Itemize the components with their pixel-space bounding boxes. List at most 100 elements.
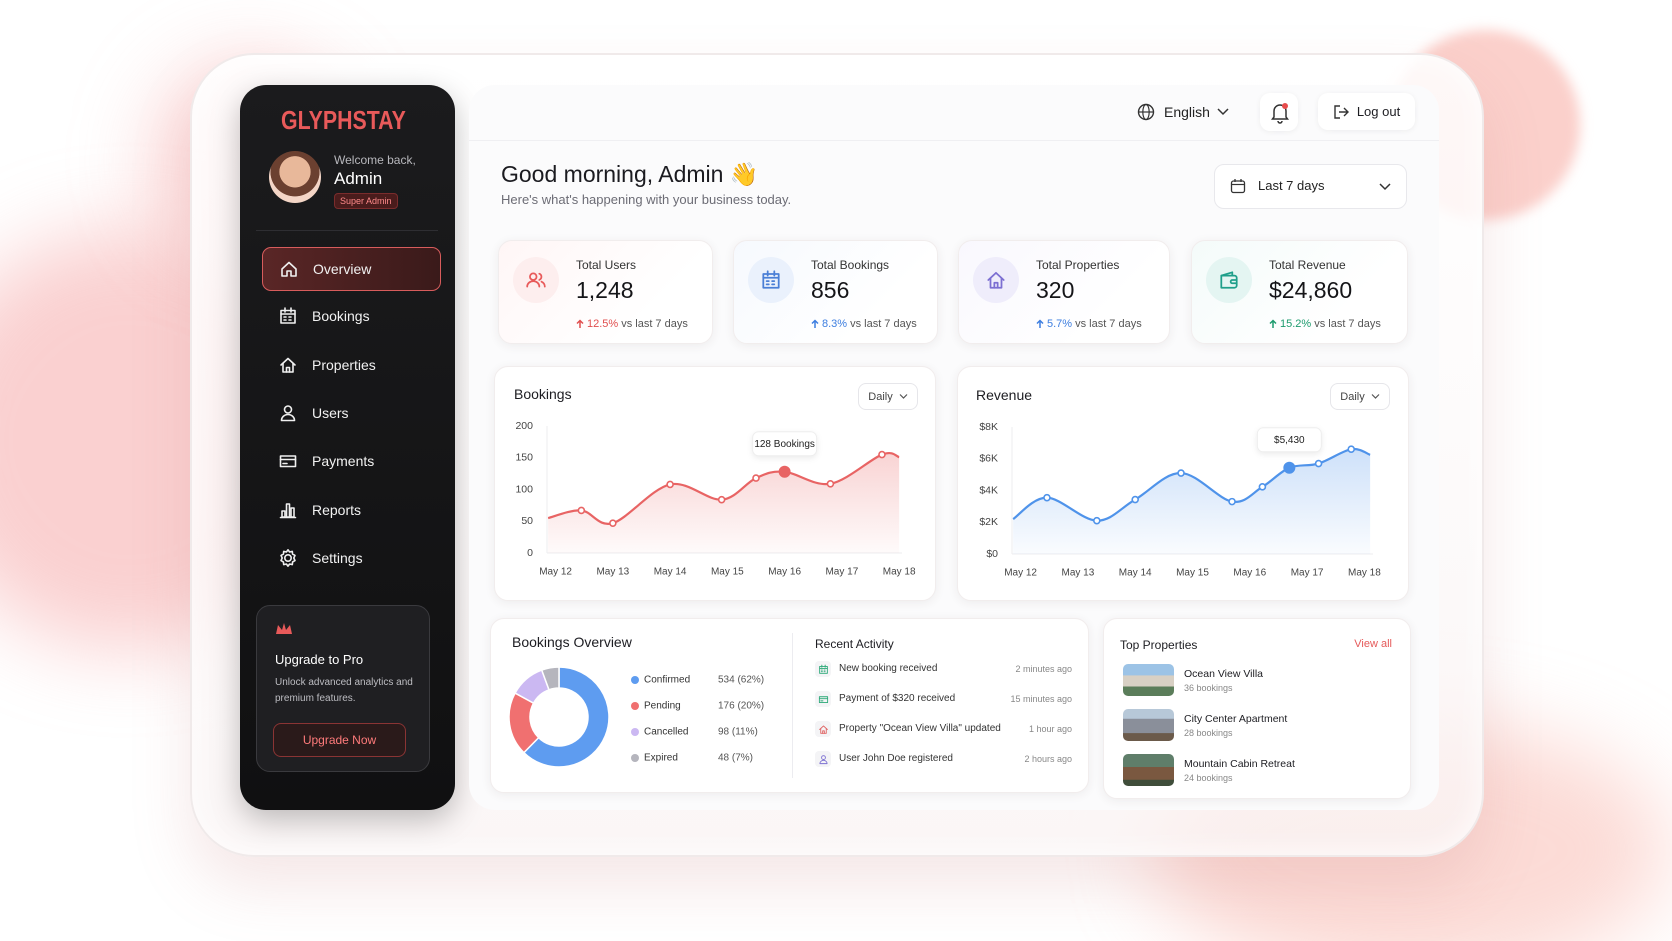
- activity-text: New booking received: [839, 663, 938, 674]
- nav-item[interactable]: Users: [262, 392, 439, 434]
- nav-label: Properties: [312, 356, 376, 373]
- arrow-path: [1036, 319, 1044, 328]
- logout-icon: [1334, 104, 1349, 119]
- logout-button[interactable]: Log out: [1318, 93, 1415, 130]
- language[interactable]: English: [1164, 104, 1210, 120]
- period-label: Daily: [1340, 390, 1365, 403]
- stat-icon: [748, 257, 794, 303]
- icon-path: [1220, 274, 1238, 289]
- point: [1228, 497, 1236, 506]
- stat-icon: [1206, 257, 1252, 303]
- stat-label: Total Users: [576, 258, 637, 272]
- page-title: Good morning, Admin 👋: [501, 161, 759, 187]
- icon: [281, 261, 297, 277]
- period-dropdown[interactable]: Daily: [858, 383, 918, 410]
- activity-time: 15 minutes ago: [1010, 694, 1072, 704]
- nav-item[interactable]: Settings: [262, 537, 439, 579]
- point: [666, 480, 674, 489]
- point: [778, 465, 791, 478]
- property-name[interactable]: Ocean View Villa: [1184, 668, 1263, 680]
- legend-dot: [631, 702, 639, 710]
- bell-icon: [1271, 103, 1289, 124]
- point: [1314, 459, 1323, 468]
- icon-path: [1229, 279, 1238, 285]
- property-name[interactable]: Mountain Cabin Retreat: [1184, 758, 1295, 770]
- icon-path: [280, 413, 296, 422]
- icon-path: [538, 272, 543, 281]
- chevron-path: [1217, 108, 1229, 116]
- stat-value: 1,248: [576, 277, 634, 303]
- y-tick-label: $2K: [979, 516, 998, 528]
- icon-path: [285, 366, 291, 373]
- stat-note: vs last 7 days: [1075, 318, 1142, 330]
- icon-path: [285, 502, 291, 518]
- stat-label: Total Properties: [1036, 258, 1120, 272]
- panel-title: Revenue: [976, 387, 1033, 403]
- x-tick-label: May 15: [1176, 568, 1209, 579]
- nav-item[interactable]: Payments: [262, 440, 439, 482]
- stat-label: Total Revenue: [1269, 258, 1346, 272]
- property-bookings: 36 bookings: [1184, 683, 1233, 693]
- nav-label: Bookings: [312, 308, 370, 325]
- point: [1093, 516, 1101, 525]
- period-dropdown[interactable]: Daily: [1330, 383, 1390, 410]
- y-tick-label: $4K: [979, 484, 998, 496]
- upgrade-button[interactable]: Upgrade Now: [273, 723, 406, 757]
- y-tick-label: 150: [515, 452, 533, 464]
- point: [826, 479, 835, 488]
- crown: [276, 623, 292, 634]
- stat-change-row: 12.5% vs last 7 days: [576, 318, 688, 330]
- chevron: [1217, 108, 1229, 116]
- notification-button[interactable]: [1260, 93, 1298, 131]
- icon-path: [283, 405, 293, 414]
- icon: [818, 664, 828, 674]
- divider: [256, 230, 438, 231]
- icon: [279, 502, 297, 518]
- globe-icon: [1137, 103, 1155, 121]
- stat-note: vs last 7 days: [621, 318, 688, 330]
- legend-label: Confirmed: [644, 675, 690, 686]
- icon: [280, 307, 296, 325]
- icon-path: [818, 695, 828, 703]
- property-thumb: [1123, 709, 1174, 741]
- property-name[interactable]: City Center Apartment: [1184, 713, 1288, 725]
- stat-card: Total Bookings 856 8.3% vs last 7 days: [733, 240, 938, 344]
- stat-icon: [973, 257, 1019, 303]
- nav-item[interactable]: Bookings: [262, 295, 439, 337]
- panel-title: Recent Activity: [815, 637, 894, 651]
- activity-time: 2 hours ago: [1024, 754, 1072, 764]
- range-selector[interactable]: Last 7 days: [1214, 164, 1407, 209]
- icon: [818, 754, 828, 764]
- activity-time: 2 minutes ago: [1015, 664, 1072, 674]
- area: [1013, 449, 1371, 554]
- donut-segment: [522, 666, 610, 768]
- icon-path: [290, 506, 295, 518]
- point: [609, 519, 617, 527]
- nav-item[interactable]: Overview: [262, 247, 441, 291]
- tooltip-box: [1256, 427, 1322, 453]
- stat-change-row: 15.2% vs last 7 days: [1269, 318, 1381, 330]
- chevron-path: [899, 394, 908, 399]
- stat-note: vs last 7 days: [850, 318, 917, 330]
- logout-path: [1334, 104, 1349, 119]
- period-label: Daily: [868, 390, 893, 403]
- legend-dot: [631, 754, 639, 762]
- nav-item[interactable]: Properties: [262, 344, 439, 386]
- nav-label: Overview: [313, 261, 372, 277]
- arrow-up: [811, 319, 819, 328]
- icon: [279, 455, 297, 468]
- icon-path: [989, 277, 1003, 289]
- activity-text: User John Doe registered: [839, 753, 953, 764]
- x-tick-label: May 12: [1004, 568, 1037, 579]
- calendar-icon: [1230, 179, 1246, 194]
- avatar: [269, 151, 321, 203]
- welcome-text: Welcome back,: [334, 153, 416, 167]
- point: [1177, 469, 1185, 477]
- view-all-link[interactable]: View all: [1354, 638, 1392, 650]
- property-bookings: 28 bookings: [1184, 728, 1233, 738]
- nav-item[interactable]: Reports: [262, 489, 439, 531]
- y-tick-label: $6K: [979, 453, 998, 465]
- stat-card: Total Users 1,248 12.5% vs last 7 days: [498, 240, 713, 344]
- activity-icon: [815, 751, 831, 767]
- icon: [280, 548, 296, 567]
